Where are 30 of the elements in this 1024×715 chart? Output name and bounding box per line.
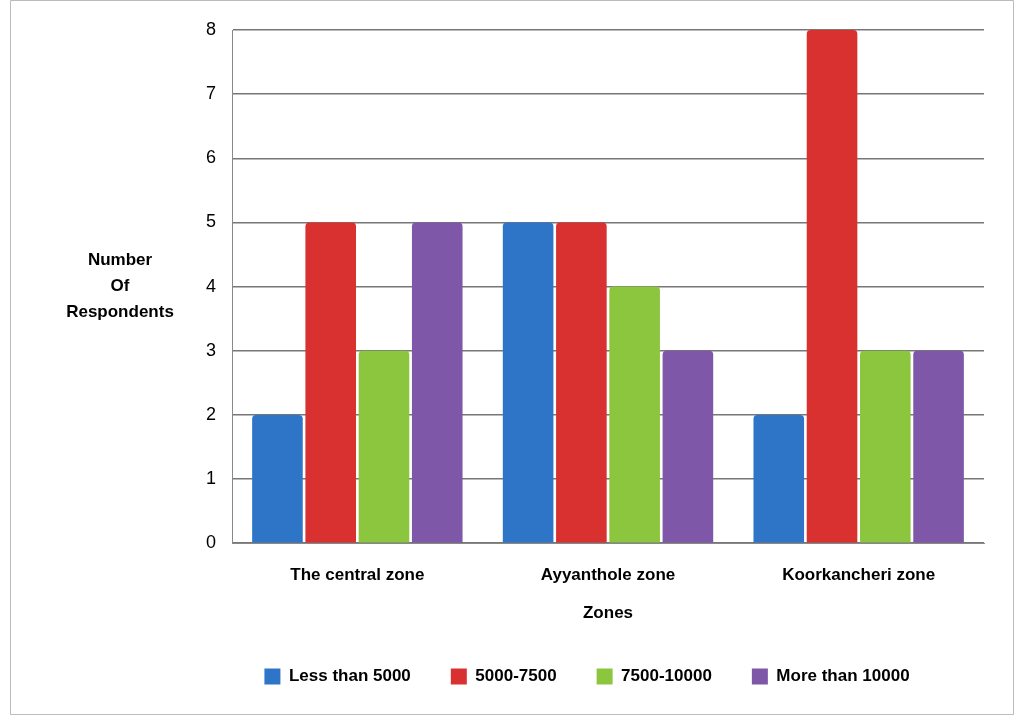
y-tick-label: 7 xyxy=(206,83,217,104)
y-tick-label: 5 xyxy=(206,211,217,232)
y-tick-label: 1 xyxy=(206,468,217,489)
legend-label: Less than 5000 xyxy=(288,666,411,686)
legend-label: More than 10000 xyxy=(776,666,910,686)
y-tick-label: 6 xyxy=(206,147,217,168)
bar xyxy=(753,414,805,543)
bar xyxy=(806,30,858,543)
y-tick-label: 8 xyxy=(206,18,217,39)
bar xyxy=(305,222,357,543)
legend-label: 5000-7500 xyxy=(475,666,557,686)
bar xyxy=(913,350,964,543)
bar xyxy=(662,350,714,543)
bar xyxy=(411,222,463,543)
x-axis-title: Zones xyxy=(582,603,634,623)
y-tick-label: 0 xyxy=(206,532,217,553)
bar xyxy=(358,350,410,543)
y-tick-label: 4 xyxy=(206,275,217,296)
y-tick-label: 3 xyxy=(206,339,217,360)
x-tick-label: The central zone xyxy=(290,565,425,585)
y-tick-label: 2 xyxy=(206,403,217,424)
bar xyxy=(556,222,607,543)
bar xyxy=(502,222,554,543)
x-tick-label: Ayyanthole zone xyxy=(540,565,676,585)
y-axis-title: Number Of Respondents xyxy=(66,250,174,322)
x-tick-label: Koorkancheri zone xyxy=(782,565,936,585)
bar xyxy=(860,350,911,543)
bar xyxy=(609,286,660,543)
bar xyxy=(252,414,303,543)
legend-label: 7500-10000 xyxy=(621,666,712,686)
